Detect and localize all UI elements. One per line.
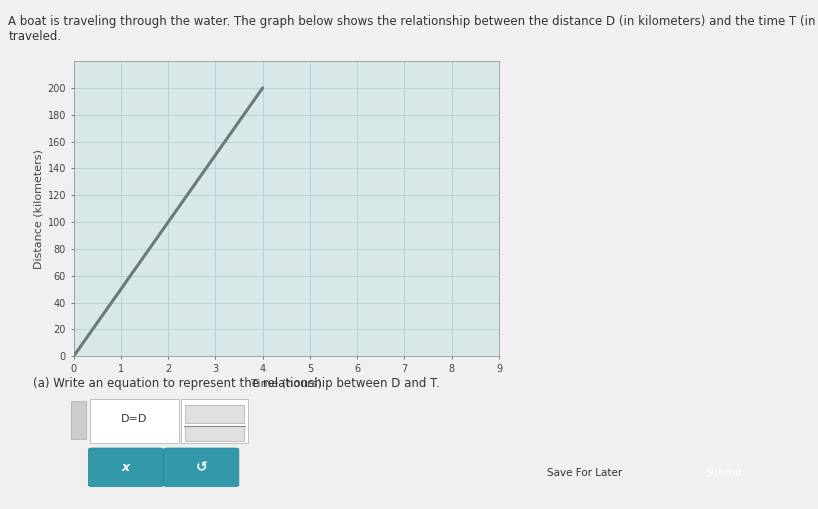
Text: Save For Later: Save For Later <box>547 468 622 478</box>
Text: Submit: Submit <box>705 468 743 478</box>
FancyBboxPatch shape <box>185 426 244 441</box>
FancyBboxPatch shape <box>71 401 87 439</box>
FancyBboxPatch shape <box>88 448 164 487</box>
Text: D=D: D=D <box>121 414 147 424</box>
FancyBboxPatch shape <box>164 448 239 487</box>
FancyBboxPatch shape <box>90 399 178 443</box>
Text: A boat is traveling through the water. The graph below shows the relationship be: A boat is traveling through the water. T… <box>8 15 818 43</box>
Text: ↺: ↺ <box>196 460 207 474</box>
FancyBboxPatch shape <box>185 405 244 423</box>
Text: x: x <box>122 461 130 474</box>
X-axis label: Time (hours): Time (hours) <box>251 378 321 388</box>
Text: (a) Write an equation to represent the relationship between D and T.: (a) Write an equation to represent the r… <box>33 377 439 390</box>
FancyBboxPatch shape <box>181 399 249 443</box>
Y-axis label: Distance (kilometers): Distance (kilometers) <box>34 149 43 269</box>
